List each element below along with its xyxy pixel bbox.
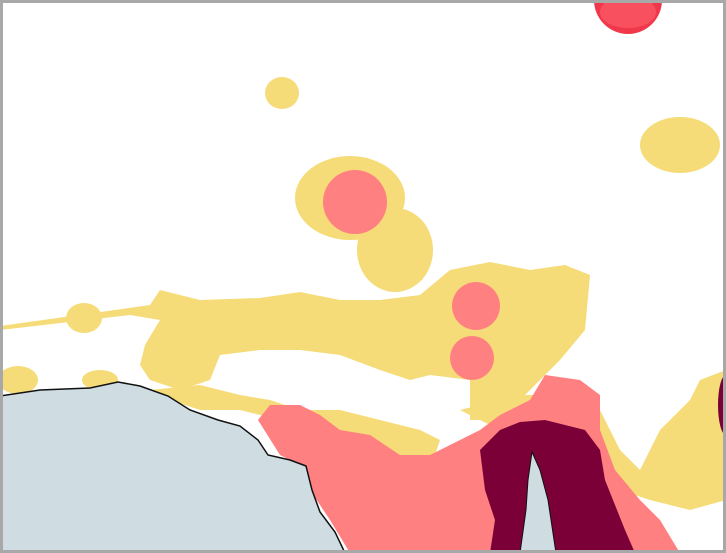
- yellow-blob: [0, 366, 38, 394]
- dark-region: [480, 420, 635, 553]
- yellow-region: [0, 262, 590, 420]
- yellow-blob: [357, 208, 433, 292]
- yellow-blob: [640, 117, 720, 173]
- yellow-blob: [265, 77, 299, 109]
- sea: [0, 381, 346, 553]
- pink-blob: [450, 336, 494, 380]
- pink-blob: [452, 282, 500, 330]
- pink-blob: [323, 170, 387, 234]
- red-blob-halo: [600, 0, 656, 28]
- yellow-region: [150, 385, 440, 470]
- bay: [519, 450, 557, 553]
